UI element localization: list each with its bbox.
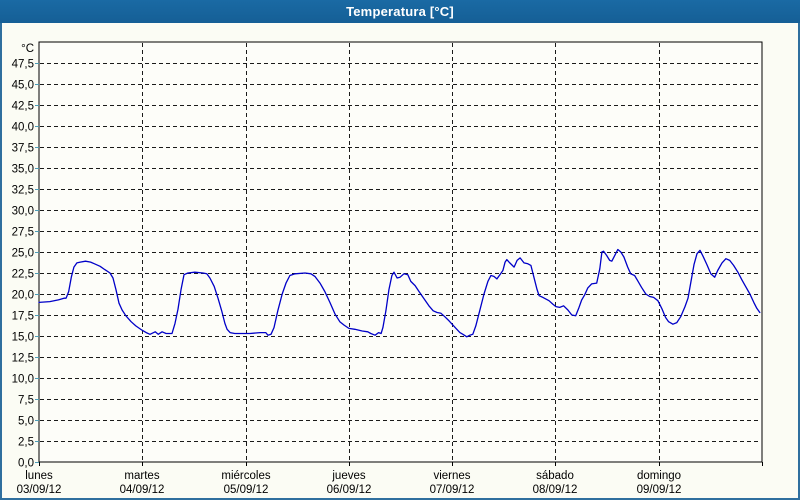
y-tick-label: 2,5 [18,437,34,449]
x-date-label: 03/09/12 [17,484,62,496]
x-date-label: 07/09/12 [430,484,475,496]
y-tick-label: 32,5 [12,185,34,197]
y-tick-label: 17,5 [12,311,34,323]
x-date-label: 04/09/12 [120,484,165,496]
x-day-label: lunes [25,470,53,482]
x-day-label: miércoles [221,470,270,482]
titlebar: Temperatura [°C] [0,0,800,23]
x-day-label: viernes [433,470,470,482]
y-tick-label: 10,0 [12,374,34,386]
temperature-line [38,248,761,338]
x-day-label: jueves [331,470,365,482]
x-date-label: 08/09/12 [533,484,578,496]
y-tick-label: 7,5 [18,395,34,407]
y-tick-label: 22,5 [12,269,34,281]
x-date-label: 09/09/12 [637,484,682,496]
x-day-label: martes [124,470,159,482]
y-tick-label: 47,5 [12,59,34,71]
y-tick-label: 12,5 [12,353,34,365]
x-day-label: domingo [637,470,681,482]
x-date-label: 05/09/12 [224,484,269,496]
window-title: Temperatura [°C] [346,4,454,19]
y-tick-label: 40,0 [12,122,34,134]
y-tick-label: 25,0 [12,248,34,260]
y-tick-label: 30,0 [12,206,34,218]
x-day-label: sábado [536,470,574,482]
y-tick-label: 27,5 [12,227,34,239]
y-tick-label: 37,5 [12,143,34,155]
y-tick-label: 42,5 [12,101,34,113]
y-axis-unit-label: °C [21,43,34,55]
y-tick-label: 0,0 [18,458,34,470]
y-tick-label: 20,0 [12,290,34,302]
y-tick-label: 15,0 [12,332,34,344]
y-tick-label: 45,0 [12,80,34,92]
y-tick-label: 5,0 [18,416,34,428]
x-date-label: 06/09/12 [327,484,372,496]
y-tick-label: 35,0 [12,164,34,176]
